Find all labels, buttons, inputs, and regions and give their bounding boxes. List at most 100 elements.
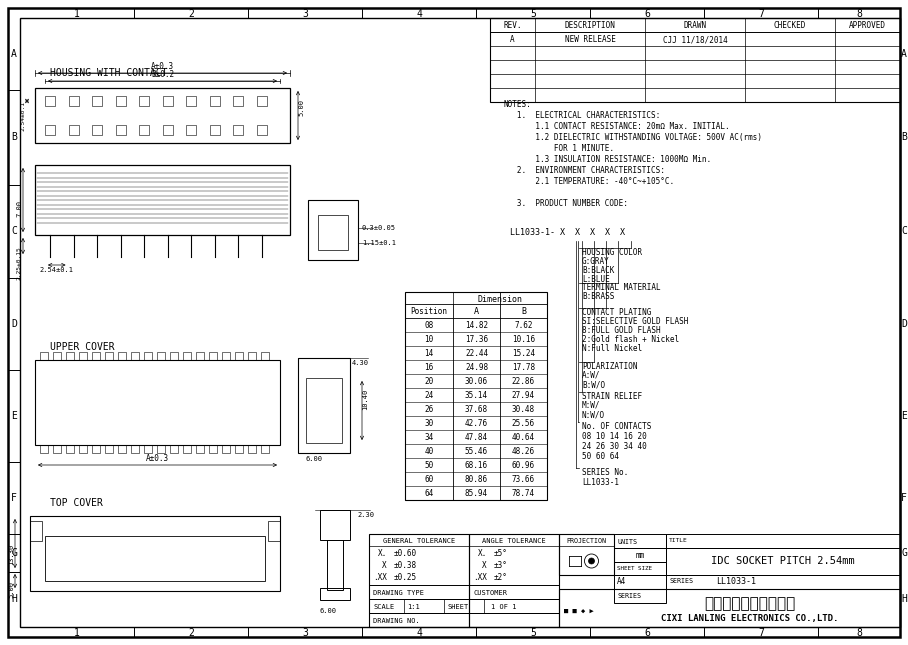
Text: 78.74: 78.74 [512,490,535,499]
Text: 10.40: 10.40 [362,389,368,410]
Text: SERIES: SERIES [669,578,693,584]
Bar [144,352,152,360]
Text: SI:SELECTIVE GOLD FLASH: SI:SELECTIVE GOLD FLASH [582,317,688,326]
Bar [268,521,280,541]
Text: A4: A4 [617,577,627,586]
Bar [186,125,196,135]
Text: NEW RELEASE: NEW RELEASE [565,35,616,45]
Text: 慈溪蓝翠电子有限公司: 慈溪蓝翠电子有限公司 [704,596,795,611]
Bar [222,445,230,453]
Text: G: G [901,548,907,558]
Text: B:BLACK: B:BLACK [582,266,615,275]
Text: DESCRIPTION: DESCRIPTION [565,21,616,30]
Text: A: A [474,308,479,317]
Bar [235,352,243,360]
Bar [614,534,666,548]
Bar [209,352,217,360]
Bar [157,445,165,453]
Bar [92,96,102,106]
Bar [614,589,666,603]
Bar [92,445,100,453]
Text: 3: 3 [302,628,308,638]
Text: 2.  ENVIRONMENT CHARACTERISTICS:: 2. ENVIRONMENT CHARACTERISTICS: [503,166,665,175]
Bar [35,165,290,235]
Text: 8: 8 [856,9,862,19]
Text: 26: 26 [424,406,434,415]
Bar [40,445,48,453]
Bar [30,516,280,591]
Text: G: G [11,548,17,558]
Text: 25.56: 25.56 [512,419,535,428]
Text: 1.  ELECTRICAL CHARACTERISTICS:: 1. ELECTRICAL CHARACTERISTICS: [503,111,660,120]
Text: SHEET: SHEET [447,604,469,610]
Text: H: H [901,595,907,604]
Bar [320,510,350,540]
Text: A: A [510,35,515,45]
Bar [405,292,547,500]
Bar [318,215,348,250]
Text: APPROVED: APPROVED [849,21,886,30]
Bar [118,352,126,360]
Bar [256,125,267,135]
Text: TOP COVER: TOP COVER [50,498,103,508]
Text: 30: 30 [424,419,434,428]
Text: ■ ■ ◆ ▶: ■ ■ ◆ ▶ [564,608,594,614]
Text: 68.16: 68.16 [465,462,489,470]
Text: 10: 10 [424,335,434,344]
Bar [490,18,900,102]
Text: F: F [11,493,17,503]
Text: 5: 5 [530,9,536,19]
Text: B:W/O: B:W/O [582,380,605,389]
Text: 8: 8 [856,628,862,638]
Text: 3.  PRODUCT NUMBER CODE:: 3. PRODUCT NUMBER CODE: [503,199,627,208]
Text: 8:FULL GOLD FLASH: 8:FULL GOLD FLASH [582,326,661,335]
Text: 40.64: 40.64 [512,433,535,442]
Text: A: A [901,49,907,59]
Bar [196,445,204,453]
Bar [666,548,900,575]
Text: X.: X. [378,548,387,557]
Text: CHECKED: CHECKED [774,21,806,30]
Text: A±0.3: A±0.3 [146,454,169,463]
Text: B: B [521,308,526,317]
Text: 1: 1 [74,628,80,638]
Text: 5: 5 [530,628,536,638]
Text: CJJ 11/18/2014: CJJ 11/18/2014 [663,35,727,45]
Text: ±0.60: ±0.60 [394,548,417,557]
Bar [327,540,343,590]
Bar [256,96,267,106]
Bar [139,96,149,106]
Text: X: X [482,561,487,570]
Bar [614,548,666,562]
Text: 50 60 64: 50 60 64 [582,452,619,461]
Bar [369,613,559,627]
Circle shape [588,558,595,564]
Bar [115,96,125,106]
Text: X.: X. [478,548,487,557]
Text: 2.54±0.1: 2.54±0.1 [21,101,25,131]
Text: 2.1 TEMPERATURE: -40°C~+105°C.: 2.1 TEMPERATURE: -40°C~+105°C. [503,177,674,186]
Text: 1 OF 1: 1 OF 1 [491,604,517,610]
Text: 24: 24 [424,392,434,401]
Text: 6.00: 6.00 [306,456,323,462]
Text: 24.98: 24.98 [465,364,489,373]
Text: 1.3 INSULATION RESISTANCE: 1000MΩ Min.: 1.3 INSULATION RESISTANCE: 1000MΩ Min. [503,155,711,164]
Text: D: D [901,319,907,329]
Text: ±2°: ±2° [494,573,508,582]
Bar [559,589,900,627]
Text: 7.00: 7.00 [16,200,22,217]
Text: L:BLUE: L:BLUE [582,275,610,284]
Text: 47.84: 47.84 [465,433,489,442]
Bar [53,445,61,453]
Text: 73.66: 73.66 [512,475,535,484]
Bar [157,352,165,360]
Text: B:BRASS: B:BRASS [582,292,615,301]
Text: 7: 7 [758,628,764,638]
Text: 60.96: 60.96 [512,462,535,470]
Bar [131,445,139,453]
Text: 2.30: 2.30 [357,512,374,518]
Text: F: F [901,493,907,503]
Text: 30.06: 30.06 [465,377,489,386]
Bar [320,588,350,600]
Text: A±0.3: A±0.3 [151,62,174,71]
